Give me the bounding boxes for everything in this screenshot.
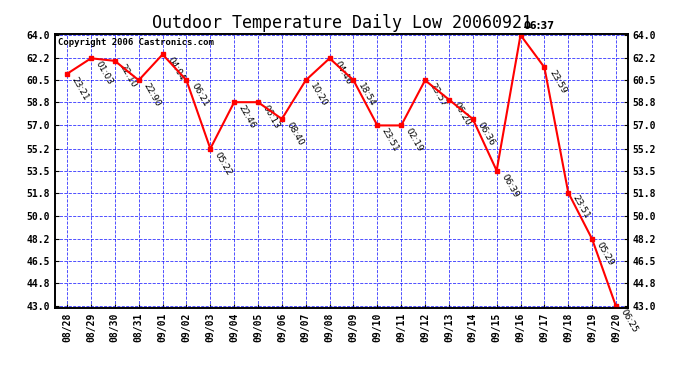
- Text: 04:46: 04:46: [333, 60, 353, 86]
- Text: 06:13: 06:13: [261, 104, 282, 130]
- Text: 01:03: 01:03: [94, 60, 115, 87]
- Text: 18:54: 18:54: [356, 82, 377, 108]
- Text: 02:19: 02:19: [404, 127, 424, 154]
- Text: 06:20: 06:20: [452, 101, 473, 128]
- Text: 23:51: 23:51: [380, 127, 401, 154]
- Text: 04:04: 04:04: [166, 56, 186, 82]
- Text: 10:20: 10:20: [308, 82, 329, 108]
- Text: 22:90: 22:90: [141, 82, 162, 108]
- Text: 05:29: 05:29: [595, 240, 615, 267]
- Text: 22:10: 22:10: [117, 62, 138, 89]
- Text: 06:36: 06:36: [475, 120, 496, 147]
- Text: Copyright 2006 Castronics.com: Copyright 2006 Castronics.com: [58, 38, 214, 47]
- Text: 23:51: 23:51: [571, 194, 592, 221]
- Text: 06:39: 06:39: [500, 172, 520, 199]
- Text: 06:37: 06:37: [523, 21, 554, 31]
- Text: 22:46: 22:46: [237, 104, 257, 130]
- Text: 23:57: 23:57: [428, 82, 448, 108]
- Text: 05:22: 05:22: [213, 150, 234, 177]
- Text: 06:21: 06:21: [189, 82, 210, 108]
- Text: 08:40: 08:40: [285, 120, 306, 147]
- Text: 23:59: 23:59: [547, 69, 568, 96]
- Text: 06:25: 06:25: [619, 308, 640, 334]
- Text: 23:21: 23:21: [70, 75, 90, 102]
- Title: Outdoor Temperature Daily Low 20060921: Outdoor Temperature Daily Low 20060921: [152, 14, 531, 32]
